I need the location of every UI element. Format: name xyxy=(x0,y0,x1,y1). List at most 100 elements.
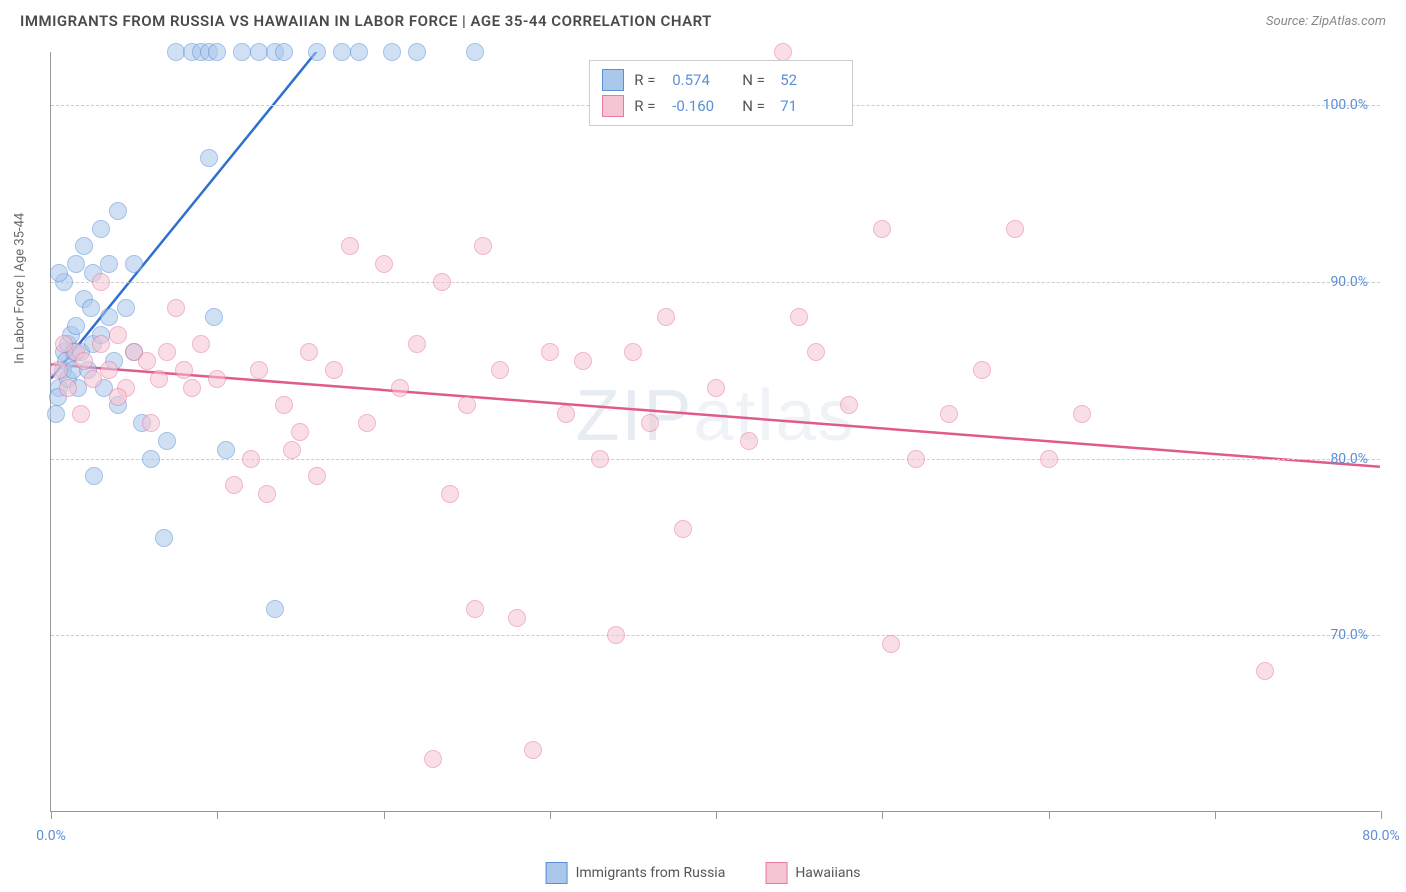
trend-lines xyxy=(51,52,1380,811)
y-tick-label: 70.0% xyxy=(1330,627,1368,643)
data-point xyxy=(774,43,792,61)
legend-label: Hawaiians xyxy=(795,865,860,881)
data-point xyxy=(125,255,143,273)
data-point xyxy=(308,43,326,61)
stat-n-label: N = xyxy=(742,97,770,115)
chart-title: IMMIGRANTS FROM RUSSIA VS HAWAIIAN IN LA… xyxy=(20,12,712,30)
stat-row: R =-0.160N =71 xyxy=(602,93,840,119)
data-point xyxy=(100,361,118,379)
legend-label: Immigrants from Russia xyxy=(576,865,726,881)
watermark-bold: ZIP xyxy=(575,376,693,456)
data-point xyxy=(574,352,592,370)
data-point xyxy=(100,255,118,273)
x-tick xyxy=(1381,811,1382,819)
grid-h xyxy=(51,635,1380,636)
bottom-legend: Immigrants from Russia Hawaiians xyxy=(546,862,861,884)
x-tick xyxy=(1049,811,1050,819)
data-point xyxy=(67,255,85,273)
data-point xyxy=(208,370,226,388)
data-point xyxy=(138,352,156,370)
data-point xyxy=(47,405,65,423)
data-point xyxy=(55,335,73,353)
data-point xyxy=(242,450,260,468)
grid-h xyxy=(51,282,1380,283)
data-point xyxy=(92,335,110,353)
data-point xyxy=(84,370,102,388)
data-point xyxy=(167,43,185,61)
data-point xyxy=(142,450,160,468)
data-point xyxy=(109,326,127,344)
data-point xyxy=(233,43,251,61)
data-point xyxy=(158,343,176,361)
data-point xyxy=(1006,220,1024,238)
data-point xyxy=(1040,450,1058,468)
data-point xyxy=(940,405,958,423)
data-point xyxy=(458,396,476,414)
data-point xyxy=(155,529,173,547)
data-point xyxy=(973,361,991,379)
stat-n-label: N = xyxy=(742,71,770,89)
data-point xyxy=(350,43,368,61)
y-axis-label: In Labor Force | Age 35-44 xyxy=(13,213,28,364)
data-point xyxy=(109,388,127,406)
stat-swatch xyxy=(602,95,624,117)
data-point xyxy=(266,600,284,618)
data-point xyxy=(92,220,110,238)
y-tick-label: 80.0% xyxy=(1330,451,1368,467)
data-point xyxy=(557,405,575,423)
y-tick-label: 90.0% xyxy=(1330,274,1368,290)
data-point xyxy=(72,405,90,423)
data-point xyxy=(75,352,93,370)
data-point xyxy=(82,299,100,317)
data-point xyxy=(109,202,127,220)
data-point xyxy=(200,149,218,167)
chart-source: Source: ZipAtlas.com xyxy=(1266,14,1386,29)
data-point xyxy=(433,273,451,291)
y-tick-label: 100.0% xyxy=(1323,97,1368,113)
data-point xyxy=(117,299,135,317)
x-tick xyxy=(51,811,52,819)
data-point xyxy=(408,335,426,353)
data-point xyxy=(258,485,276,503)
data-point xyxy=(250,43,268,61)
data-point xyxy=(1256,662,1274,680)
stat-r-value: 0.574 xyxy=(672,71,732,89)
data-point xyxy=(840,396,858,414)
x-tick xyxy=(716,811,717,819)
data-point xyxy=(358,414,376,432)
stat-n-value: 52 xyxy=(780,71,840,89)
chart-container: ZIPatlas 70.0%80.0%90.0%100.0%0.0%80.0%R… xyxy=(50,52,1380,812)
data-point xyxy=(75,237,93,255)
data-point xyxy=(50,264,68,282)
data-point xyxy=(325,361,343,379)
data-point xyxy=(250,361,268,379)
data-point xyxy=(275,43,293,61)
data-point xyxy=(474,237,492,255)
data-point xyxy=(308,467,326,485)
data-point xyxy=(591,450,609,468)
data-point xyxy=(183,379,201,397)
legend-swatch xyxy=(546,862,568,884)
data-point xyxy=(657,308,675,326)
x-tick xyxy=(882,811,883,819)
data-point xyxy=(217,441,235,459)
data-point xyxy=(873,220,891,238)
data-point xyxy=(59,379,77,397)
data-point xyxy=(424,750,442,768)
data-point xyxy=(1073,405,1091,423)
data-point xyxy=(740,432,758,450)
data-point xyxy=(541,343,559,361)
legend-item: Immigrants from Russia xyxy=(546,862,726,884)
data-point xyxy=(375,255,393,273)
x-tick xyxy=(217,811,218,819)
x-tick-label: 0.0% xyxy=(36,828,66,844)
data-point xyxy=(607,626,625,644)
data-point xyxy=(508,609,526,627)
stat-r-value: -0.160 xyxy=(672,97,732,115)
data-point xyxy=(790,308,808,326)
data-point xyxy=(641,414,659,432)
stat-swatch xyxy=(602,69,624,91)
stat-r-label: R = xyxy=(634,97,662,115)
data-point xyxy=(907,450,925,468)
data-point xyxy=(524,741,542,759)
